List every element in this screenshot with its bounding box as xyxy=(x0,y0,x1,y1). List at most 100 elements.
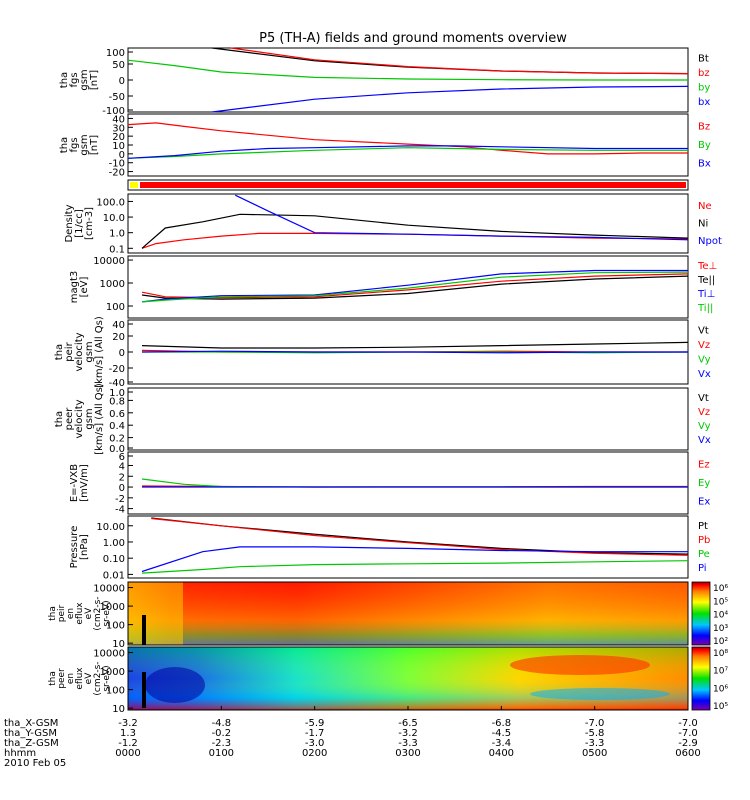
footer-value: -2.3 xyxy=(212,738,232,749)
footer-value: -1.7 xyxy=(305,728,325,739)
ytick-label: 40 xyxy=(112,320,125,331)
footer-value: -4.5 xyxy=(492,728,512,739)
ylabel-line: [mV/m] xyxy=(79,464,90,502)
ytick-label: 50 xyxy=(112,60,125,71)
colorbar-tick-label: 10⁴ xyxy=(713,611,728,621)
electron-spectrogram-gap xyxy=(142,672,146,708)
ylabel-line: en xyxy=(66,608,76,619)
ylabel-line: tha xyxy=(59,137,70,153)
ion-spectrogram xyxy=(127,581,711,646)
series-line-bz xyxy=(230,47,689,75)
electron-spectrogram-feature-2 xyxy=(530,688,670,700)
ytick-label: 100.0 xyxy=(96,197,125,208)
ylabel-line: [eV] xyxy=(79,277,90,298)
footer-value: -3.0 xyxy=(305,738,325,749)
footer-value: 0600 xyxy=(675,748,700,759)
panel-frame xyxy=(127,193,689,254)
ytick-label: -2 xyxy=(115,494,125,505)
electron-spectrogram-feature-1 xyxy=(510,655,650,675)
legend-Vy: Vy xyxy=(698,421,711,432)
footer-row-label: 2010 Feb 05 xyxy=(4,758,66,769)
ytick-label: 20 xyxy=(112,132,125,143)
colorbar-tick-label: 10² xyxy=(713,637,728,647)
ylabel-line: [nPa] xyxy=(79,534,90,560)
ylabel-line: fgs xyxy=(69,137,80,152)
ylabel-line: fgs xyxy=(69,72,80,87)
status-flag-red xyxy=(140,182,686,188)
legend-Vy: Vy xyxy=(698,354,711,365)
ytick-label: -4 xyxy=(115,505,125,516)
series-line-By xyxy=(127,147,688,159)
footer-value: 0500 xyxy=(582,748,607,759)
legend-Vt: Vt xyxy=(698,393,709,404)
legend-Ex: Ex xyxy=(698,497,710,508)
ylabel-line: eflux xyxy=(75,667,85,690)
panel-frame xyxy=(127,255,689,319)
ytick-label: -40 xyxy=(109,378,125,389)
legend-Ni: Ni xyxy=(698,219,708,230)
ytick-label: 100 xyxy=(106,48,125,59)
footer-value: -5.8 xyxy=(585,728,605,739)
colorbar-tick-label: 10³ xyxy=(713,624,728,634)
ylabel-line: tha xyxy=(59,72,70,88)
legend-bz: bz xyxy=(698,68,710,79)
legend-bx: bx xyxy=(698,97,710,108)
ylabel-line: gsm xyxy=(79,134,90,155)
ylabel-line: (cm2-s- xyxy=(93,596,103,630)
footer-value: -7.0 xyxy=(678,728,698,739)
ytick-label: 2 xyxy=(119,472,125,483)
series-line-Bx xyxy=(127,145,688,159)
footer-value: -6.8 xyxy=(492,718,512,729)
footer-value: -3.2 xyxy=(118,718,138,729)
legend-Ez: Ez xyxy=(698,459,710,470)
ylabel-line: tha xyxy=(48,606,58,621)
ytick-label: 30 xyxy=(112,123,125,134)
ylabel-line: [nT] xyxy=(89,70,100,90)
ytick-label: 10000 xyxy=(93,649,125,660)
panel-frame xyxy=(127,113,689,177)
legend-Vt: Vt xyxy=(698,325,709,336)
series-line-Te⊥ xyxy=(141,273,689,299)
footer-row-label: tha_Y-GSM xyxy=(4,728,57,739)
ytick-label: -20 xyxy=(109,364,125,375)
ytick-label: 20 xyxy=(112,332,125,343)
legend-by: by xyxy=(698,82,710,93)
panel-ylabel: Density [1/cc] [cm-3] xyxy=(64,204,95,242)
ytick-label: 1.0 xyxy=(109,388,125,399)
ylabel-line: [nT] xyxy=(89,135,100,155)
ytick-label: 10.00 xyxy=(96,522,125,533)
series-line-Pb xyxy=(151,517,689,556)
panel-ylabel: magt3 [eV] xyxy=(69,271,90,304)
footer-value: 1.3 xyxy=(120,728,136,739)
ylabel-line: sr-eV) xyxy=(102,600,112,626)
series-line-by xyxy=(127,59,688,81)
ytick-label: 0 xyxy=(119,150,125,161)
ylabel-line: (cm2-s- xyxy=(93,661,103,695)
colorbar-tick-label: 10⁶ xyxy=(713,684,728,694)
ylabel-line: en xyxy=(66,673,76,684)
ytick-label: 0.6 xyxy=(109,409,125,420)
ylabel-line: [cm-3] xyxy=(84,207,95,240)
legend-Pe: Pe xyxy=(698,549,710,560)
ylabel-line: eV xyxy=(84,672,94,685)
ylabel-line: sr-eV) xyxy=(102,665,112,691)
ylabel-line: peer xyxy=(57,668,67,689)
electron-colorbar xyxy=(691,646,711,711)
colorbar-tick-label: 10⁶ xyxy=(713,584,728,594)
footer-value: -4.8 xyxy=(212,718,232,729)
ytick-label: 100 xyxy=(106,302,125,313)
ytick-label: 1000 xyxy=(100,279,125,290)
footer-value: 0400 xyxy=(489,748,514,759)
ion-spectrogram-early-band xyxy=(128,582,183,645)
colorbar-tick-label: 10⁸ xyxy=(713,649,728,659)
ytick-label: 0.8 xyxy=(109,396,125,407)
ylabel-line: Density xyxy=(64,204,75,242)
ylabel-line: peir xyxy=(64,341,75,361)
colorbar-tick-label: 10⁵ xyxy=(713,702,728,712)
series-line-Vt xyxy=(141,341,689,349)
